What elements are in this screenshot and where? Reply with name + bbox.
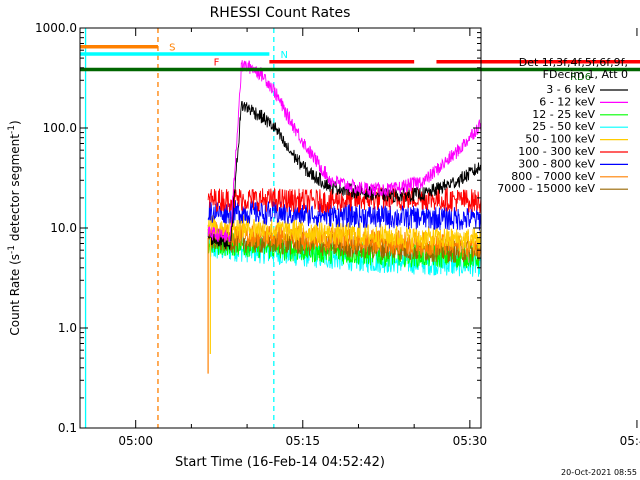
axes: 05:0005:1505:3005:4506:0006:1506:300.11.… bbox=[35, 21, 640, 448]
series-line bbox=[207, 60, 481, 243]
series-line bbox=[207, 236, 481, 277]
y-tick-label: 0.1 bbox=[58, 421, 77, 435]
series-line bbox=[207, 228, 481, 263]
y-tick-label: 1000.0 bbox=[35, 21, 77, 35]
chart-title: RHESSI Count Rates bbox=[210, 5, 351, 21]
legend-entry-label: 300 - 800 keV bbox=[518, 157, 595, 170]
x-tick-label: 05:15 bbox=[285, 434, 320, 448]
legend-entry-label: 50 - 100 keV bbox=[525, 133, 595, 146]
flag-label: F bbox=[214, 58, 220, 69]
y-axis-label: Count Rate (s-1 detector segment-1) bbox=[7, 120, 22, 335]
legend-entry-label: 7000 - 15000 keV bbox=[497, 182, 595, 195]
legend-entry-label: 6 - 12 keV bbox=[539, 95, 595, 108]
legend-header-1: Det 1f,3f,4f,5f,6f,9f, bbox=[519, 56, 628, 69]
flag-label: RD6 bbox=[570, 72, 591, 83]
x-tick-label: 05:45 bbox=[620, 434, 640, 448]
x-axis-label: Start Time (16-Feb-14 04:52:42) bbox=[175, 455, 385, 470]
flag-label: S bbox=[169, 43, 175, 54]
legend-header-2: FDecim 1, Att 0 bbox=[543, 68, 628, 81]
legend-entry-label: 800 - 7000 keV bbox=[511, 170, 595, 183]
y-tick-label: 10.0 bbox=[50, 221, 77, 235]
legend: Det 1f,3f,4f,5f,6f,9f, FDecim 1, Att 0 3… bbox=[497, 56, 628, 195]
legend-entry-label: 100 - 300 keV bbox=[518, 145, 595, 158]
x-tick-label: 05:00 bbox=[118, 434, 153, 448]
series-line bbox=[207, 200, 481, 231]
legend-entry-label: 25 - 50 keV bbox=[532, 120, 595, 133]
series-line bbox=[207, 186, 481, 214]
legend-entry-label: 12 - 25 keV bbox=[532, 108, 595, 121]
footer-timestamp: 20-Oct-2021 08:55 bbox=[561, 468, 637, 477]
series-layer bbox=[207, 60, 481, 374]
legend-entry-label: 3 - 6 keV bbox=[546, 83, 595, 96]
flag-bars: SNFRDDRD6 bbox=[80, 43, 640, 83]
x-tick-label: 05:30 bbox=[453, 434, 488, 448]
y-tick-label: 100.0 bbox=[43, 121, 77, 135]
flag-label: N bbox=[281, 50, 288, 61]
y-tick-label: 1.0 bbox=[58, 321, 77, 335]
